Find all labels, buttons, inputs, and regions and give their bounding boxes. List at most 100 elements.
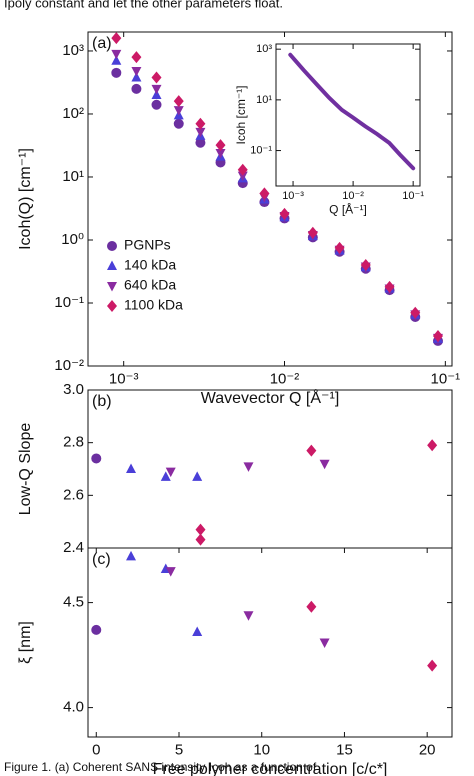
x-tick-label: 10 <box>253 741 270 758</box>
marker <box>319 459 330 470</box>
marker <box>173 95 184 108</box>
marker <box>91 624 102 635</box>
plot-frame <box>275 43 421 187</box>
legend-label: 640 kDa <box>124 277 176 293</box>
marker <box>151 84 162 95</box>
y-tick-label: 2.8 <box>63 434 84 451</box>
marker <box>279 207 290 220</box>
x-tick-label: 10⁻³ <box>109 370 139 387</box>
marker <box>111 32 122 45</box>
y-axis-label: Icoh(Q) [cm⁻¹] <box>17 148 34 250</box>
marker <box>126 463 137 473</box>
marker <box>131 83 142 94</box>
y-tick-label: 10⁻¹ <box>250 144 272 156</box>
marker <box>195 533 206 546</box>
marker <box>410 306 421 319</box>
inset-line <box>288 52 416 171</box>
marker <box>165 467 176 478</box>
marker <box>243 462 254 472</box>
marker <box>131 51 142 64</box>
legend-marker <box>107 300 117 312</box>
marker <box>215 149 226 159</box>
legend-marker <box>107 282 117 292</box>
y-tick-label: 10⁻² <box>54 357 84 374</box>
y-tick-label: 2.4 <box>63 539 84 556</box>
marker <box>195 117 206 130</box>
x-tick-label: 20 <box>419 741 436 758</box>
y-tick-label: 4.5 <box>63 594 84 611</box>
x-tick-label: 5 <box>175 741 183 758</box>
x-tick-label: 10⁻² <box>342 190 364 202</box>
panel-label: (b) <box>92 393 112 410</box>
marker <box>131 67 142 77</box>
marker <box>237 163 248 176</box>
plot-frame <box>87 547 453 738</box>
y-axis-label: Low-Q Slope <box>17 423 34 516</box>
marker <box>151 99 162 110</box>
y-axis-label: Icoh [cm⁻¹] <box>234 85 248 144</box>
marker <box>307 226 318 239</box>
marker <box>306 444 317 457</box>
marker <box>237 171 248 182</box>
y-tick-label: 10⁻¹ <box>54 294 84 311</box>
top-text: Ipoly constant and let the other paramet… <box>4 0 283 10</box>
y-tick-label: 4.0 <box>63 699 84 716</box>
plot-frame <box>87 31 453 367</box>
marker <box>334 241 345 254</box>
marker <box>215 139 226 152</box>
x-tick-label: 0 <box>92 741 100 758</box>
x-axis-label: Free polymer concentration [c/c*] <box>153 761 388 776</box>
marker <box>195 127 206 138</box>
legend-label: 140 kDa <box>124 257 176 273</box>
marker <box>384 280 395 293</box>
marker <box>432 329 443 342</box>
x-tick-label: 10⁻³ <box>282 190 304 202</box>
panel-label: (a) <box>92 35 112 52</box>
marker <box>195 523 206 536</box>
legend-marker <box>107 241 117 251</box>
marker <box>165 567 176 577</box>
marker <box>173 106 184 116</box>
legend-label: 1100 kDa <box>124 297 183 313</box>
legend-label: PGNPs <box>124 237 171 253</box>
marker <box>173 118 184 129</box>
y-tick-label: 10¹ <box>256 94 272 106</box>
y-tick-label: 10¹ <box>62 168 84 185</box>
marker <box>126 550 137 561</box>
marker <box>319 638 330 648</box>
y-tick-label: 10⁰ <box>61 231 84 248</box>
marker <box>111 67 122 78</box>
y-tick-label: 10³ <box>256 43 272 55</box>
marker <box>111 55 122 65</box>
marker <box>111 49 122 60</box>
marker <box>151 71 162 84</box>
x-axis-label: Q [Å⁻¹] <box>329 201 367 216</box>
marker <box>427 439 438 452</box>
x-tick-label: 10⁻² <box>270 370 300 387</box>
y-axis-label: ξ [nm] <box>17 621 34 664</box>
marker <box>259 187 270 200</box>
marker <box>131 71 142 82</box>
marker <box>192 471 203 481</box>
y-tick-label: 2.6 <box>63 486 84 503</box>
x-axis-label: Wavevector Q [Å⁻¹] <box>201 388 340 407</box>
y-tick-label: 3.0 <box>63 381 84 398</box>
plot-frame <box>87 389 453 549</box>
marker <box>306 600 317 613</box>
y-tick-label: 10² <box>62 105 84 122</box>
marker <box>91 453 102 464</box>
marker <box>160 471 171 481</box>
marker <box>360 259 371 272</box>
marker <box>427 659 438 672</box>
y-tick-label: 10³ <box>62 42 84 59</box>
x-tick-label: 15 <box>336 741 353 758</box>
marker <box>192 626 203 636</box>
x-tick-label: 10⁻¹ <box>431 370 461 387</box>
caption: Figure 1. (a) Coherent SANS intensity Ic… <box>4 760 317 774</box>
x-tick-label: 10⁻¹ <box>402 190 424 202</box>
panel-label: (c) <box>92 551 111 568</box>
marker <box>243 611 254 621</box>
marker <box>195 137 206 148</box>
